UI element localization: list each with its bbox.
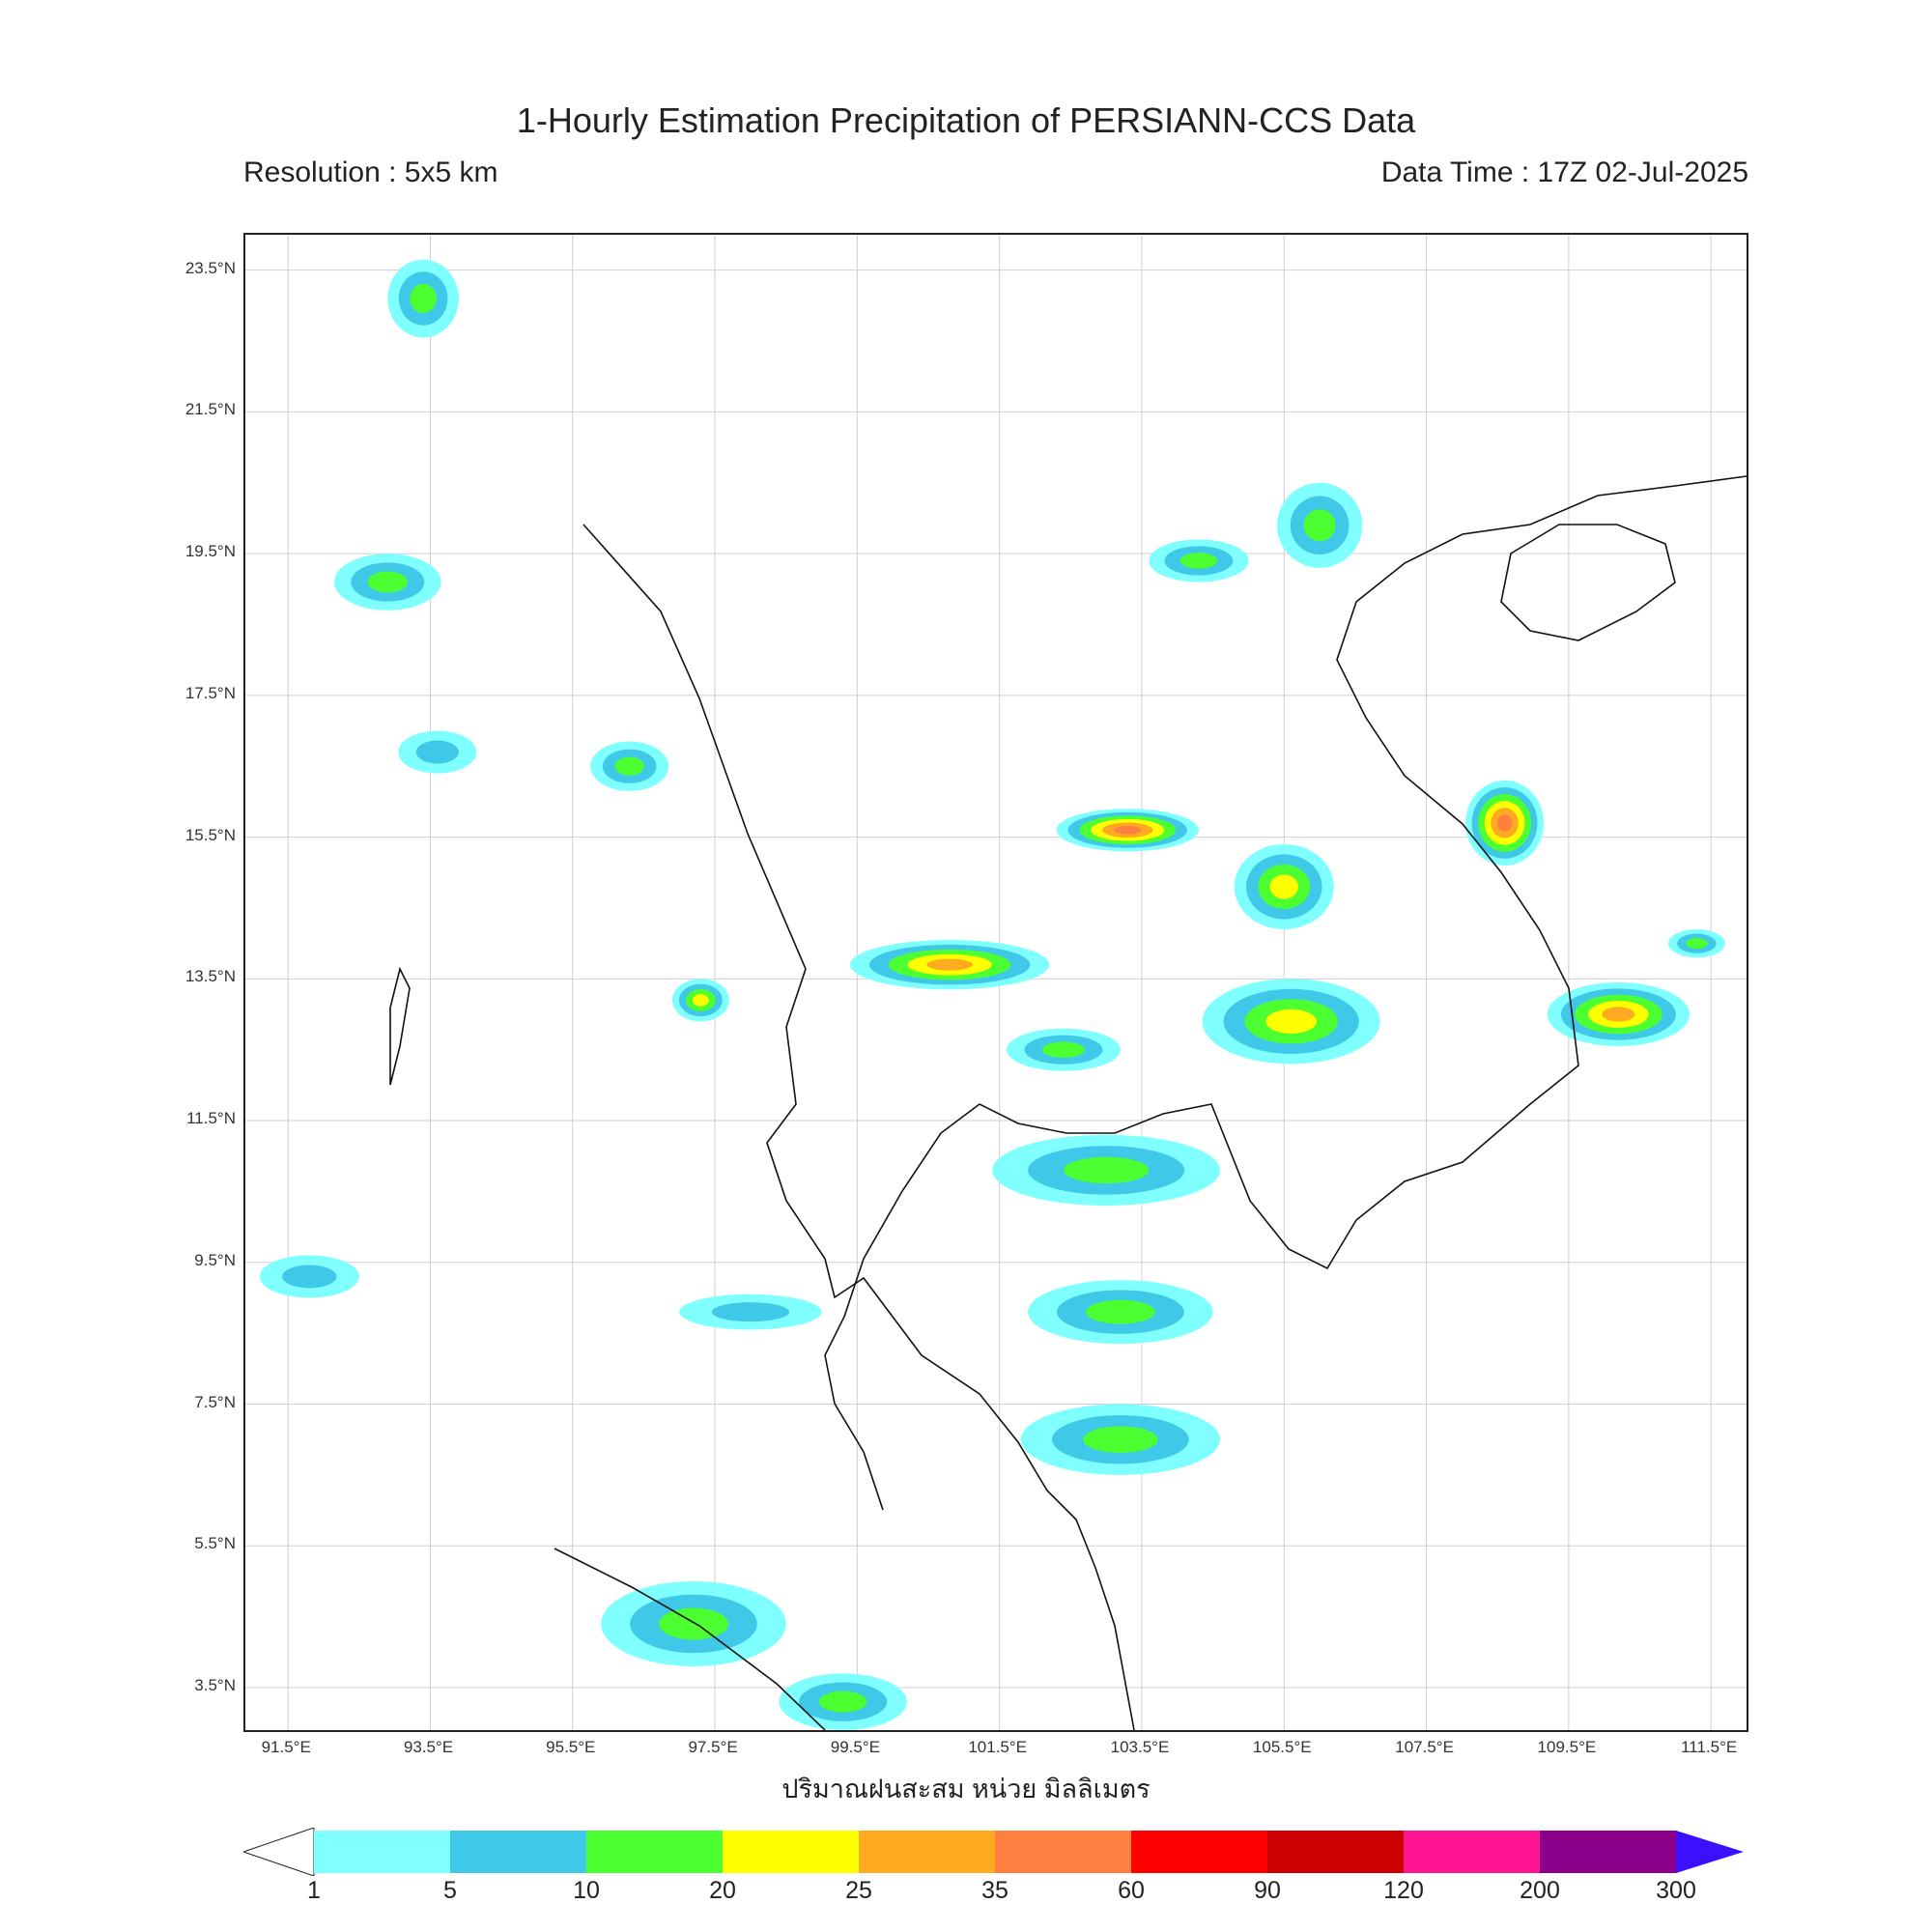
- lat-tick-label: 5.5°N: [194, 1534, 236, 1553]
- hainan-coastline: [1500, 524, 1676, 641]
- lat-tick-label: 23.5°N: [185, 258, 236, 277]
- andaman-islands: [389, 966, 411, 1086]
- lon-tick-label: 109.5°E: [1537, 1738, 1597, 1756]
- colorbar-tick-label: 25: [845, 1877, 872, 1904]
- lon-tick-label: 103.5°E: [1110, 1738, 1170, 1756]
- rain-cell: [1113, 826, 1142, 835]
- colorbar-tick-label: 5: [443, 1877, 457, 1904]
- colorbar-segment: [1131, 1831, 1267, 1873]
- colorbar-segment: [995, 1831, 1131, 1873]
- rain-layer: [259, 259, 1725, 1730]
- lat-tick-label: 15.5°N: [185, 825, 236, 844]
- lat-tick-label: 11.5°N: [186, 1109, 236, 1128]
- lat-tick-label: 7.5°N: [194, 1392, 236, 1411]
- rain-cell: [415, 740, 459, 764]
- lat-tick-label: 19.5°N: [185, 542, 236, 561]
- lon-tick-label: 101.5°E: [968, 1738, 1028, 1756]
- resolution-label: Resolution : 5x5 km: [243, 156, 498, 188]
- colorbar-segment: [586, 1831, 723, 1873]
- colorbar-over-triangle: [1676, 1831, 1744, 1873]
- rain-cell: [1085, 1299, 1155, 1324]
- colorbar-segment: [1267, 1831, 1404, 1873]
- indochina-coastline: [582, 524, 1135, 1730]
- coastline-layer: [389, 475, 1747, 1730]
- colorbar-tick-label: 200: [1520, 1877, 1560, 1904]
- rain-cell: [1265, 1009, 1317, 1034]
- rain-cell: [818, 1690, 867, 1713]
- rain-cell: [282, 1264, 337, 1289]
- lat-tick-label: 9.5°N: [194, 1250, 236, 1269]
- gulf-coastline: [824, 475, 1747, 1511]
- lat-tick-label: 13.5°N: [185, 967, 236, 986]
- lat-tick-label: 3.5°N: [194, 1675, 236, 1694]
- rain-cell: [659, 1607, 728, 1640]
- colorbar-segment: [859, 1831, 995, 1873]
- colorbar-title: ปริมาณฝนสะสม หน่วย มิลลิเมตร: [781, 1775, 1151, 1804]
- rain-cell: [1063, 1156, 1150, 1184]
- colorbar-tick-label: 120: [1383, 1877, 1424, 1904]
- lon-tick-label: 97.5°E: [688, 1738, 738, 1756]
- lat-tick-label: 17.5°N: [185, 683, 236, 702]
- rain-cell: [1083, 1426, 1158, 1453]
- precipitation-map: [243, 233, 1748, 1732]
- data-time-label: Data Time : 17Z 02-Jul-2025: [1380, 156, 1748, 188]
- rain-cell: [1686, 938, 1708, 950]
- graticule: [245, 235, 1747, 1730]
- lon-tick-label: 99.5°E: [830, 1738, 880, 1756]
- rain-cell: [692, 994, 709, 1007]
- rain-cell: [1602, 1007, 1635, 1022]
- rain-cell: [1496, 814, 1513, 832]
- colorbar-segment: [723, 1831, 859, 1873]
- colorbar-tick-label: 1: [307, 1877, 321, 1904]
- colorbar-tick-label: 35: [981, 1877, 1009, 1904]
- colorbar-under-triangle: [243, 1828, 315, 1876]
- lon-tick-label: 91.5°E: [261, 1738, 311, 1756]
- lat-tick-label: 21.5°N: [185, 400, 236, 419]
- colorbar-segment: [1404, 1831, 1540, 1873]
- colorbar-tick-label: 300: [1656, 1877, 1696, 1904]
- map-title: 1-Hourly Estimation Precipitation of PER…: [516, 100, 1416, 140]
- colorbar-tick-label: 10: [573, 1877, 600, 1904]
- rain-cell: [711, 1302, 790, 1322]
- colorbar: [243, 1828, 1744, 1876]
- rain-cell: [1269, 874, 1299, 899]
- colorbar-tick-label: 90: [1254, 1877, 1281, 1904]
- colorbar-segment: [1540, 1831, 1676, 1873]
- lon-tick-label: 105.5°E: [1252, 1738, 1312, 1756]
- sumatra-coastline: [554, 1548, 826, 1730]
- map-canvas: [245, 235, 1747, 1730]
- rain-cell: [1179, 553, 1218, 569]
- lon-tick-label: 107.5°E: [1395, 1738, 1454, 1756]
- rain-cell: [926, 958, 973, 971]
- lon-tick-label: 95.5°E: [546, 1738, 596, 1756]
- lon-tick-label: 111.5°E: [1681, 1738, 1738, 1756]
- rain-cell: [614, 756, 644, 776]
- colorbar-tick-label: 60: [1118, 1877, 1145, 1904]
- lon-tick-label: 93.5°E: [403, 1738, 454, 1756]
- rain-cell: [410, 283, 437, 314]
- rain-cell: [1041, 1041, 1086, 1058]
- rain-cell: [367, 571, 409, 593]
- colorbar-segment: [450, 1831, 586, 1873]
- colorbar-segment: [314, 1831, 450, 1873]
- rain-cell: [1303, 509, 1336, 542]
- colorbar-tick-label: 20: [709, 1877, 736, 1904]
